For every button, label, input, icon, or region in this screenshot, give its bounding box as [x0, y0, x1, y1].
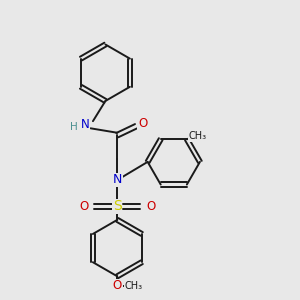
Text: S: S [113, 200, 122, 214]
Text: CH₃: CH₃ [188, 131, 206, 141]
Text: H: H [70, 122, 78, 132]
Text: O: O [113, 279, 122, 292]
Text: O: O [146, 200, 155, 213]
Text: CH₃: CH₃ [124, 281, 143, 291]
Text: N: N [81, 118, 90, 131]
Text: O: O [80, 200, 88, 213]
Text: N: N [112, 173, 122, 186]
Text: O: O [138, 117, 147, 130]
